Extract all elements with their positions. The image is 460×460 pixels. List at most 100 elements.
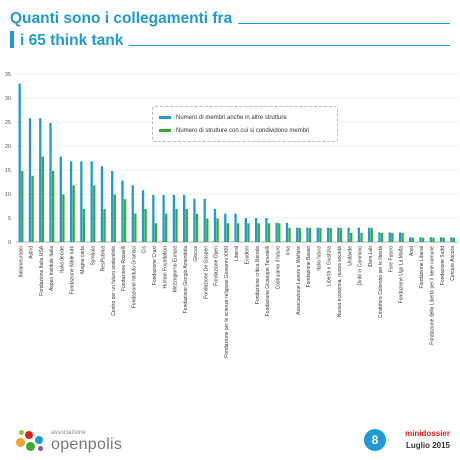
bar-structures-10 xyxy=(113,194,116,242)
x-tick-label: Mezzogiorno Europa xyxy=(173,246,179,292)
bar-members-10 xyxy=(111,170,114,242)
bar-members-29 xyxy=(306,227,309,242)
logo-small-text: associazione xyxy=(51,429,86,436)
title-text-2: i 65 think tank xyxy=(20,32,124,49)
bars xyxy=(18,83,456,242)
x-tick-label: Diritti in Cammino xyxy=(358,246,364,286)
x-tick-label: Astrid xyxy=(29,246,35,259)
bar-structures-21 xyxy=(226,223,230,242)
bar-structures-14 xyxy=(154,223,158,242)
legend-item-members: Numero di membri anche in altre struttur… xyxy=(159,111,331,124)
x-tick-label: Aspen Institute Italia xyxy=(49,246,55,291)
bar-structures-1 xyxy=(21,170,24,242)
x-tick-label: Unitàvde xyxy=(347,246,353,266)
x-tick-label: Cis xyxy=(142,246,148,254)
bar-members-11 xyxy=(121,180,124,242)
bar-structures-30 xyxy=(319,228,322,242)
bar-members-14 xyxy=(152,194,155,242)
x-tick-label: Associazione Lavoro e Welfare xyxy=(296,246,302,315)
x-tick-label: Cristoforo Colombo per le libertà xyxy=(378,246,384,318)
bar-members-32 xyxy=(337,227,340,242)
bar-structures-29 xyxy=(308,228,312,242)
bar-members-39 xyxy=(409,237,412,242)
bar-members-43 xyxy=(450,237,453,242)
publication-date: Luglio 2015 xyxy=(405,441,450,450)
x-tick-label: Icsa xyxy=(286,246,292,255)
bar-members-28 xyxy=(296,227,299,242)
bar-members-12 xyxy=(131,185,134,242)
x-tick-label: Fondazione della Libertà per il bene com… xyxy=(430,246,436,345)
bar-chart: 0 5 10 15 20 25 30 35 Italianieuropei Astrid Fond… xyxy=(5,72,458,358)
bar-members-16 xyxy=(172,194,176,242)
x-tick-label: Fondazione critica liberale xyxy=(255,246,261,304)
legend-swatch-blue xyxy=(159,116,171,119)
bar-structures-24 xyxy=(257,223,260,242)
bar-structures-7 xyxy=(82,208,86,242)
bar-members-41 xyxy=(429,237,432,242)
bar-structures-9 xyxy=(103,208,106,242)
legend-item-structures: Numero di strutture con cui si condivido… xyxy=(159,124,331,137)
y-axis-ticks: 0 5 10 15 20 25 30 35 xyxy=(5,72,11,246)
x-tick-label: Fondazione Craxi xyxy=(152,246,158,285)
bar-structures-4 xyxy=(51,170,55,242)
bar-members-34 xyxy=(357,227,361,242)
bar-members-9 xyxy=(100,166,104,242)
x-tick-label: iDem.Lab xyxy=(368,246,374,268)
bar-members-35 xyxy=(368,227,371,242)
bar-members-19 xyxy=(203,198,206,242)
bar-structures-38 xyxy=(401,232,404,242)
x-tick-label: Centro per un futuro sostenibile xyxy=(111,246,117,316)
x-tick-label: Nuova economia, nuova società xyxy=(337,246,343,317)
y-tick-label: 0 xyxy=(8,240,11,246)
x-tick-label: Fondazione Nilde Iotti xyxy=(70,246,76,294)
x-tick-label: Fondazione Rosselli xyxy=(121,246,127,291)
bar-members-27 xyxy=(285,222,289,242)
bar-members-15 xyxy=(162,194,165,242)
title-line-1: Quanti sono i collegamenti fra xyxy=(10,6,450,28)
bar-members-33 xyxy=(347,227,350,242)
bar-members-25 xyxy=(265,218,268,242)
title-accent-bar xyxy=(10,30,14,48)
bar-members-1 xyxy=(18,83,21,242)
bar-structures-27 xyxy=(288,228,291,242)
bar-structures-3 xyxy=(41,156,44,242)
logo-dots-icon xyxy=(14,428,48,454)
bar-members-13 xyxy=(141,190,145,242)
x-axis-labels: Italianieuropei Astrid Fondazione Italia U… xyxy=(18,245,456,357)
bar-structures-34 xyxy=(360,232,363,242)
bar-structures-11 xyxy=(123,199,127,242)
legend-swatch-green xyxy=(159,129,171,132)
bar-structures-39 xyxy=(411,237,415,242)
bar-members-5 xyxy=(59,156,62,242)
bar-structures-16 xyxy=(175,208,178,242)
bar-structures-33 xyxy=(350,232,353,242)
bar-structures-6 xyxy=(72,185,75,242)
bar-structures-22 xyxy=(237,223,240,242)
bar-structures-8 xyxy=(93,185,96,242)
x-tick-label: Liberal xyxy=(234,246,240,261)
title-text-1: Quanti sono i collegamenti fra xyxy=(10,10,233,27)
legend-label-structures: Numero di strutture con cui si condivido… xyxy=(176,127,310,134)
bar-structures-2 xyxy=(31,175,34,242)
bar-structures-25 xyxy=(267,223,271,242)
page-footer: associazione openpolis 8 minidossier Lug… xyxy=(0,420,460,460)
bar-structures-36 xyxy=(380,232,384,242)
y-tick-label: 10 xyxy=(5,192,11,198)
bar-structures-32 xyxy=(339,228,343,242)
x-tick-label: Fondazione Sudd xyxy=(440,246,446,285)
y-tick-label: 25 xyxy=(5,120,11,126)
bar-members-3 xyxy=(39,118,42,242)
x-tick-label: Human Foundation xyxy=(162,246,168,289)
openpolis-logo: associazione openpolis xyxy=(14,428,122,454)
bar-members-6 xyxy=(69,161,73,242)
bar-structures-18 xyxy=(195,213,199,242)
bar-members-38 xyxy=(398,232,402,242)
y-tick-label: 20 xyxy=(5,144,11,150)
bar-members-31 xyxy=(326,227,330,242)
x-tick-label: Cercare Ancora xyxy=(450,246,456,281)
bar-members-21 xyxy=(224,213,227,242)
x-tick-label: Fondazione Open xyxy=(214,246,220,286)
bar-structures-37 xyxy=(391,232,394,242)
x-tick-label: Fondazione Liberal xyxy=(419,246,425,289)
bar-structures-40 xyxy=(422,237,425,242)
